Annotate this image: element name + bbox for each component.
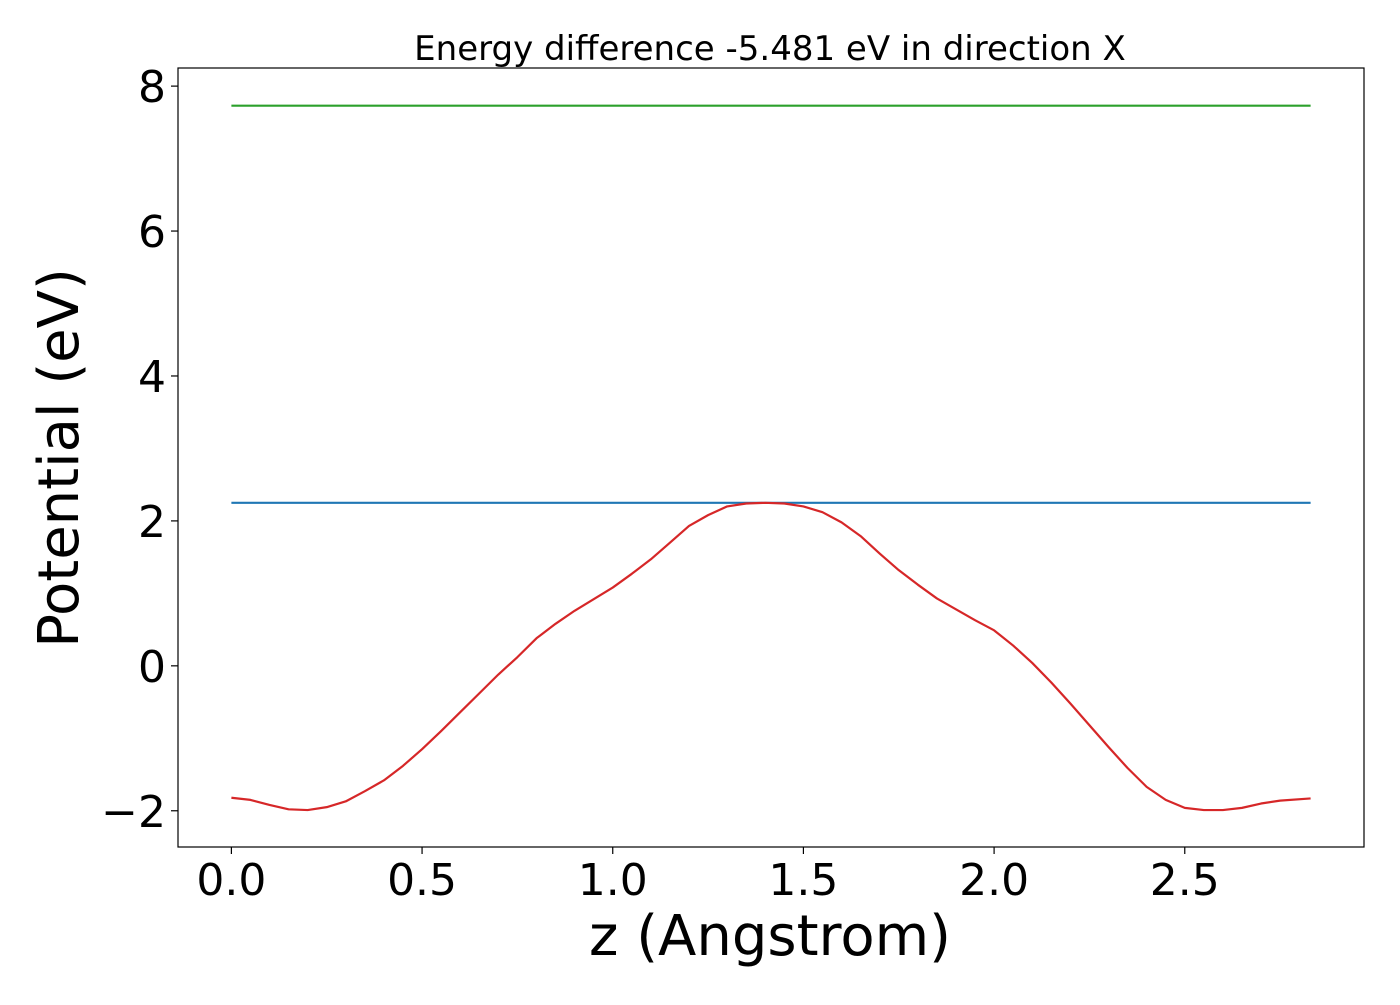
y-axis-label: Potential (eV) xyxy=(27,268,92,648)
series-layer xyxy=(231,104,1311,812)
x-axis-label: z (Angstrom) xyxy=(589,904,951,969)
y-tick-label: −2 xyxy=(101,787,166,838)
chart-title: Energy difference -5.481 eV in direction… xyxy=(414,29,1126,69)
x-tick-label: 0.5 xyxy=(387,855,457,906)
series-line-2 xyxy=(231,501,1311,812)
y-tick-label: 8 xyxy=(138,62,166,113)
y-tick-label: 2 xyxy=(138,497,166,548)
y-axis-ticks: −2 0 2 4 6 8 xyxy=(101,62,178,838)
plot-frame xyxy=(177,67,1365,848)
y-tick-label: 6 xyxy=(138,207,166,258)
x-tick-label: 2.0 xyxy=(959,855,1029,906)
x-tick-label: 1.0 xyxy=(578,855,648,906)
x-axis-ticks: 0.0 0.5 1.0 1.5 2.0 2.5 xyxy=(196,847,1220,906)
y-tick-label: 0 xyxy=(138,642,166,693)
y-tick-label: 4 xyxy=(138,352,166,403)
x-tick-label: 0.0 xyxy=(196,855,266,906)
x-tick-label: 2.5 xyxy=(1150,855,1220,906)
x-tick-label: 1.5 xyxy=(768,855,838,906)
